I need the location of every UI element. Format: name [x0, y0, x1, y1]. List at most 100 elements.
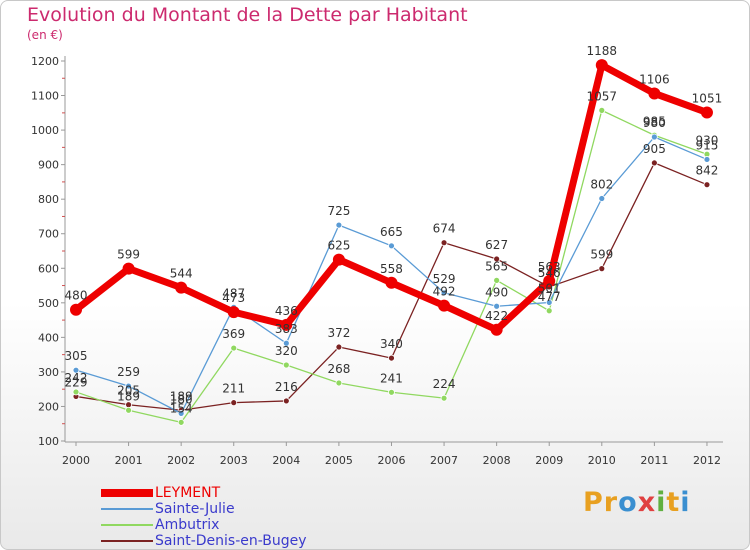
x-tick-label: 2007 — [430, 454, 458, 467]
data-point — [227, 306, 240, 319]
data-point — [700, 106, 713, 119]
data-label: 501 — [538, 281, 561, 295]
data-label: 473 — [222, 291, 245, 305]
x-tick-label: 2000 — [62, 454, 90, 467]
data-point — [595, 59, 608, 72]
data-label: 154 — [170, 401, 193, 415]
x-tick-label: 2011 — [640, 454, 668, 467]
x-tick-label: 2010 — [588, 454, 616, 467]
data-point — [598, 265, 606, 273]
data-point — [650, 133, 658, 141]
data-point — [230, 344, 238, 352]
data-label: 725 — [327, 204, 350, 218]
legend-label: LEYMENT — [155, 485, 221, 501]
data-label: 242 — [65, 371, 88, 385]
data-point — [438, 299, 451, 312]
data-label: 229 — [65, 375, 88, 389]
data-point — [440, 394, 448, 402]
logo-letter: t — [666, 487, 681, 518]
data-point — [440, 239, 448, 247]
data-point — [388, 354, 395, 362]
data-label: 985 — [643, 114, 666, 128]
data-point — [493, 255, 501, 263]
data-point — [230, 399, 238, 407]
data-label: 1106 — [639, 72, 670, 86]
data-point — [493, 276, 501, 284]
data-label: 305 — [65, 349, 88, 363]
data-point — [543, 275, 556, 288]
data-label: 189 — [170, 389, 193, 403]
data-point — [545, 299, 553, 306]
data-label: 627 — [485, 238, 508, 252]
data-point — [72, 388, 80, 396]
y-tick-label: 900 — [38, 159, 59, 172]
data-label: 189 — [117, 389, 140, 403]
data-label: 492 — [433, 285, 456, 299]
y-axis-unit-label: (en €) — [27, 28, 63, 42]
data-point — [282, 361, 290, 369]
y-tick-label: 200 — [38, 400, 59, 413]
data-point — [650, 159, 658, 167]
data-label: 842 — [696, 164, 719, 178]
data-point — [175, 281, 188, 294]
data-point — [125, 382, 132, 390]
data-label: 802 — [590, 177, 613, 191]
data-point — [703, 181, 711, 189]
data-point — [388, 242, 395, 250]
data-label: 529 — [433, 272, 456, 286]
x-tick-label: 2008 — [483, 454, 511, 467]
data-label: 480 — [65, 289, 88, 303]
data-point — [545, 307, 553, 315]
legend-swatch — [101, 524, 153, 526]
data-point — [598, 107, 606, 114]
data-label: 216 — [275, 380, 298, 394]
logo-letter: o — [618, 487, 638, 518]
x-tick-label: 2004 — [272, 454, 300, 467]
data-point — [72, 366, 80, 374]
data-point — [125, 406, 132, 414]
x-tick-label: 2009 — [535, 454, 563, 467]
data-point — [332, 253, 345, 266]
logo-letter: x — [637, 487, 657, 518]
data-label: 1051 — [692, 91, 723, 105]
data-point — [122, 262, 135, 275]
x-tick-label: 2006 — [377, 454, 405, 467]
x-tick-label: 2003 — [220, 454, 248, 467]
legend-label: Saint-Denis-en-Bugey — [155, 533, 307, 549]
data-point — [282, 339, 290, 347]
data-label: 436 — [275, 304, 298, 318]
data-label: 383 — [275, 322, 298, 336]
y-tick-label: 400 — [38, 331, 59, 344]
data-label: 211 — [222, 382, 245, 396]
data-label: 665 — [380, 225, 403, 239]
y-tick-label: 1200 — [31, 55, 59, 68]
data-label: 205 — [117, 384, 140, 398]
data-label: 487 — [222, 286, 245, 300]
data-label: 558 — [380, 262, 403, 276]
data-label: 599 — [117, 248, 140, 262]
data-point — [388, 388, 395, 396]
data-label: 930 — [696, 133, 719, 147]
data-label: 268 — [327, 362, 350, 376]
data-label: 1188 — [587, 44, 618, 58]
y-tick-label: 500 — [38, 297, 59, 310]
data-point — [70, 303, 82, 316]
data-point — [335, 221, 343, 229]
data-point — [177, 418, 185, 426]
logo-letter: r — [603, 487, 619, 518]
y-tick-label: 100 — [38, 435, 59, 448]
y-tick-label: 1000 — [31, 124, 59, 137]
data-point — [177, 409, 185, 417]
data-label: 599 — [590, 248, 613, 262]
logo-letter: i — [680, 487, 691, 518]
data-label: 565 — [485, 259, 508, 273]
logo-letter: i — [656, 487, 667, 518]
proxiti-logo: Proxiti — [583, 487, 691, 518]
series-line-leyment — [72, 61, 711, 334]
data-label: 915 — [696, 138, 719, 152]
data-label: 372 — [327, 326, 350, 340]
data-point — [440, 289, 448, 297]
legend-swatch — [101, 508, 153, 510]
